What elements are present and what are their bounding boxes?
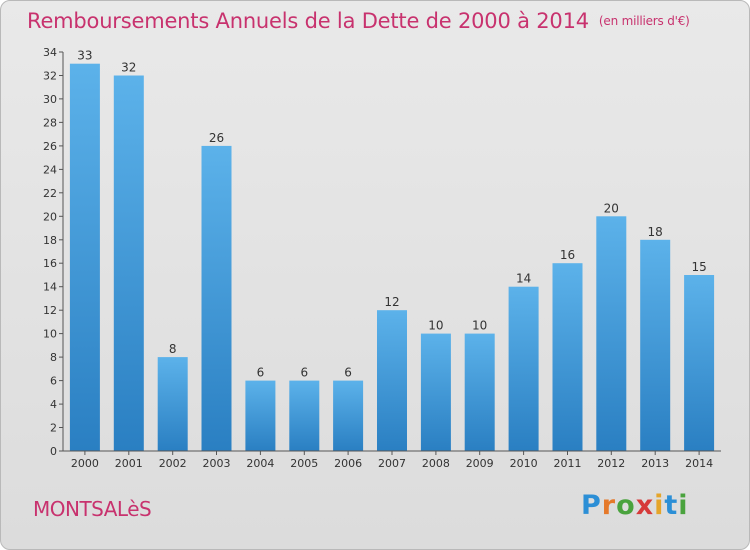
x-tick-label-2012: 2012 [597,457,625,470]
x-tick-label-2007: 2007 [378,457,406,470]
y-tick-label-4: 4 [50,398,57,411]
x-tick-label-2003: 2003 [203,457,231,470]
data-label-2012: 20 [604,201,619,215]
bar-2002 [157,357,188,451]
bar-2011 [552,263,583,451]
data-label-2013: 18 [648,225,663,239]
bar-2007 [377,310,407,451]
data-label-2007: 12 [384,295,399,309]
data-label-2003: 26 [209,131,224,145]
proxiti-logo[interactable]: Proxiti [581,490,689,521]
x-tick-label-2005: 2005 [290,457,318,470]
y-tick-label-18: 18 [43,234,57,247]
y-tick-label-12: 12 [43,304,57,317]
y-tick-label-28: 28 [43,116,57,129]
data-label-2004: 6 [257,366,265,380]
data-label-2011: 16 [560,248,575,262]
data-label-2005: 6 [300,366,308,380]
y-tick-label-22: 22 [43,187,57,200]
logo-letter: t [664,490,679,521]
y-tick-label-10: 10 [43,328,57,341]
x-tick-label-2008: 2008 [422,457,450,470]
labels: 3320003220018200226200362004620056200612… [43,46,713,470]
chart-unit: (en milliers d'€) [598,14,690,28]
logo-letter: o [616,490,636,521]
chart-title-text: Remboursements Annuels de la Dette de 20… [27,9,589,33]
bar-2010 [508,286,539,451]
bar-2004 [245,380,276,451]
data-label-2008: 10 [428,319,443,333]
logo-letter: i [654,490,665,521]
y-tick-label-14: 14 [43,281,57,294]
x-tick-label-2004: 2004 [246,457,274,470]
bar-2013 [640,239,671,451]
bar-2005 [289,380,320,451]
x-tick-label-2001: 2001 [115,457,143,470]
data-label-2001: 32 [121,61,136,75]
data-label-2009: 10 [472,319,487,333]
y-tick-label-32: 32 [43,70,57,83]
logo-letter: x [635,490,655,521]
y-tick-label-2: 2 [50,422,57,435]
x-tick-label-2011: 2011 [554,457,582,470]
y-tick-label-26: 26 [43,140,57,153]
data-label-2010: 14 [516,272,531,286]
x-tick-label-2013: 2013 [641,457,669,470]
chart-title: Remboursements Annuels de la Dette de 20… [27,9,690,33]
y-tick-label-0: 0 [50,445,57,458]
logo-letter: P [581,490,602,521]
y-tick-label-8: 8 [50,351,57,364]
x-tick-label-2009: 2009 [466,457,494,470]
data-label-2002: 8 [169,342,177,356]
x-tick-label-2014: 2014 [685,457,713,470]
commune-name: MONTSALèS [33,497,152,521]
x-tick-label-2002: 2002 [159,457,187,470]
y-tick-label-20: 20 [43,210,57,223]
x-tick-label-2010: 2010 [510,457,538,470]
bar-2000 [69,63,100,451]
logo-letter: r [601,490,617,521]
y-tick-label-30: 30 [43,93,57,106]
bars [69,63,715,451]
data-label-2006: 6 [344,366,352,380]
bar-2006 [333,380,364,451]
data-label-2014: 15 [691,260,706,274]
data-label-2000: 33 [77,49,92,63]
bar-2008 [420,333,451,451]
x-tick-label-2006: 2006 [334,457,362,470]
y-tick-label-34: 34 [43,46,57,59]
bar-2012 [596,216,627,451]
bar-2009 [464,333,495,451]
bar-2003 [201,145,232,451]
bar-2001 [113,75,144,451]
axes [59,51,721,455]
y-tick-label-16: 16 [43,257,57,270]
bar-2014 [684,275,715,451]
y-tick-label-6: 6 [50,375,57,388]
logo-letter: i [678,490,689,521]
x-tick-label-2000: 2000 [71,457,99,470]
y-tick-label-24: 24 [43,163,57,176]
